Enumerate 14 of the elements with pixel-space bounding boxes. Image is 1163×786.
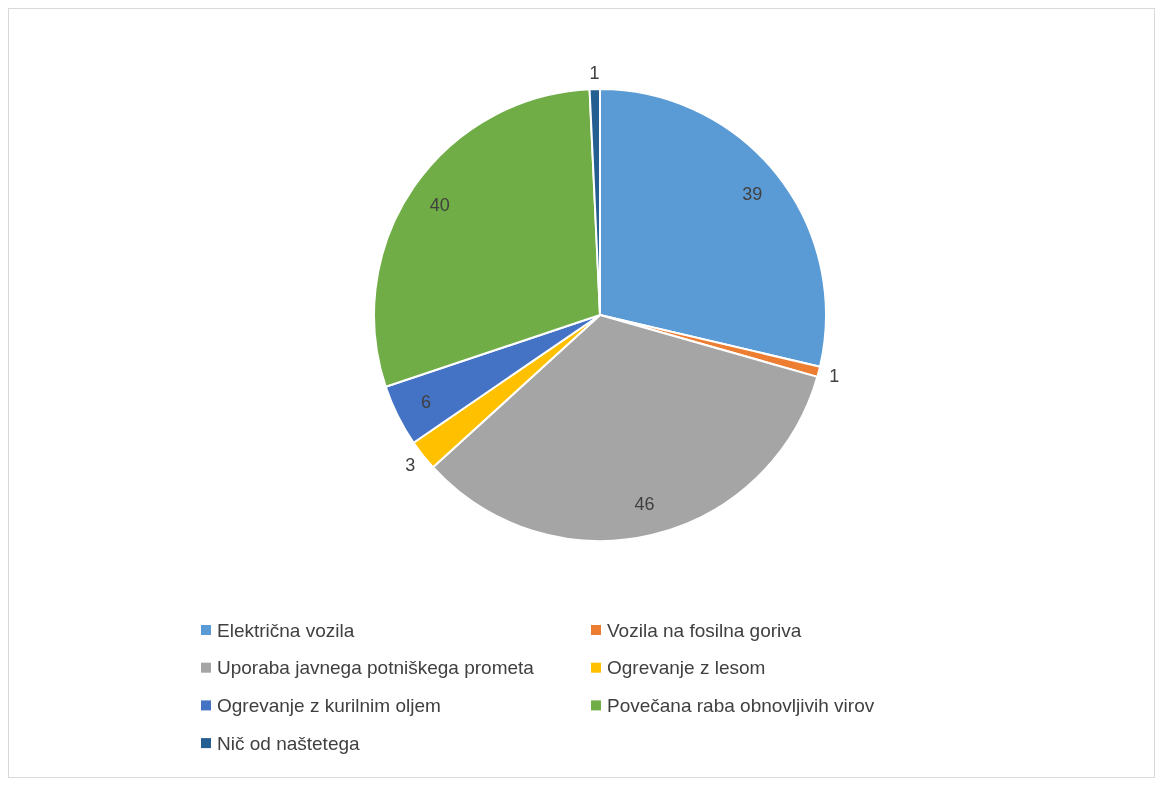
legend-label: Uporaba javnega potniškega prometa	[217, 657, 535, 679]
legend-label: Ogrevanje z lesom	[607, 657, 766, 679]
legend-label: Vozila na fosilna goriva	[607, 619, 802, 641]
legend-label: Povečana raba obnovljivih virov	[607, 694, 875, 716]
data-label: 39	[742, 184, 763, 205]
legend-label: Električna vozila	[217, 619, 355, 641]
legend-label: Nič od naštetega	[217, 732, 361, 754]
legend-label: Ogrevanje z kurilnim oljem	[217, 694, 441, 716]
data-label: 40	[429, 195, 450, 216]
data-label: 46	[634, 494, 655, 515]
data-label: 6	[421, 391, 432, 412]
data-label: 1	[829, 365, 840, 386]
data-label: 3	[405, 455, 416, 476]
data-label: 1	[589, 63, 600, 84]
